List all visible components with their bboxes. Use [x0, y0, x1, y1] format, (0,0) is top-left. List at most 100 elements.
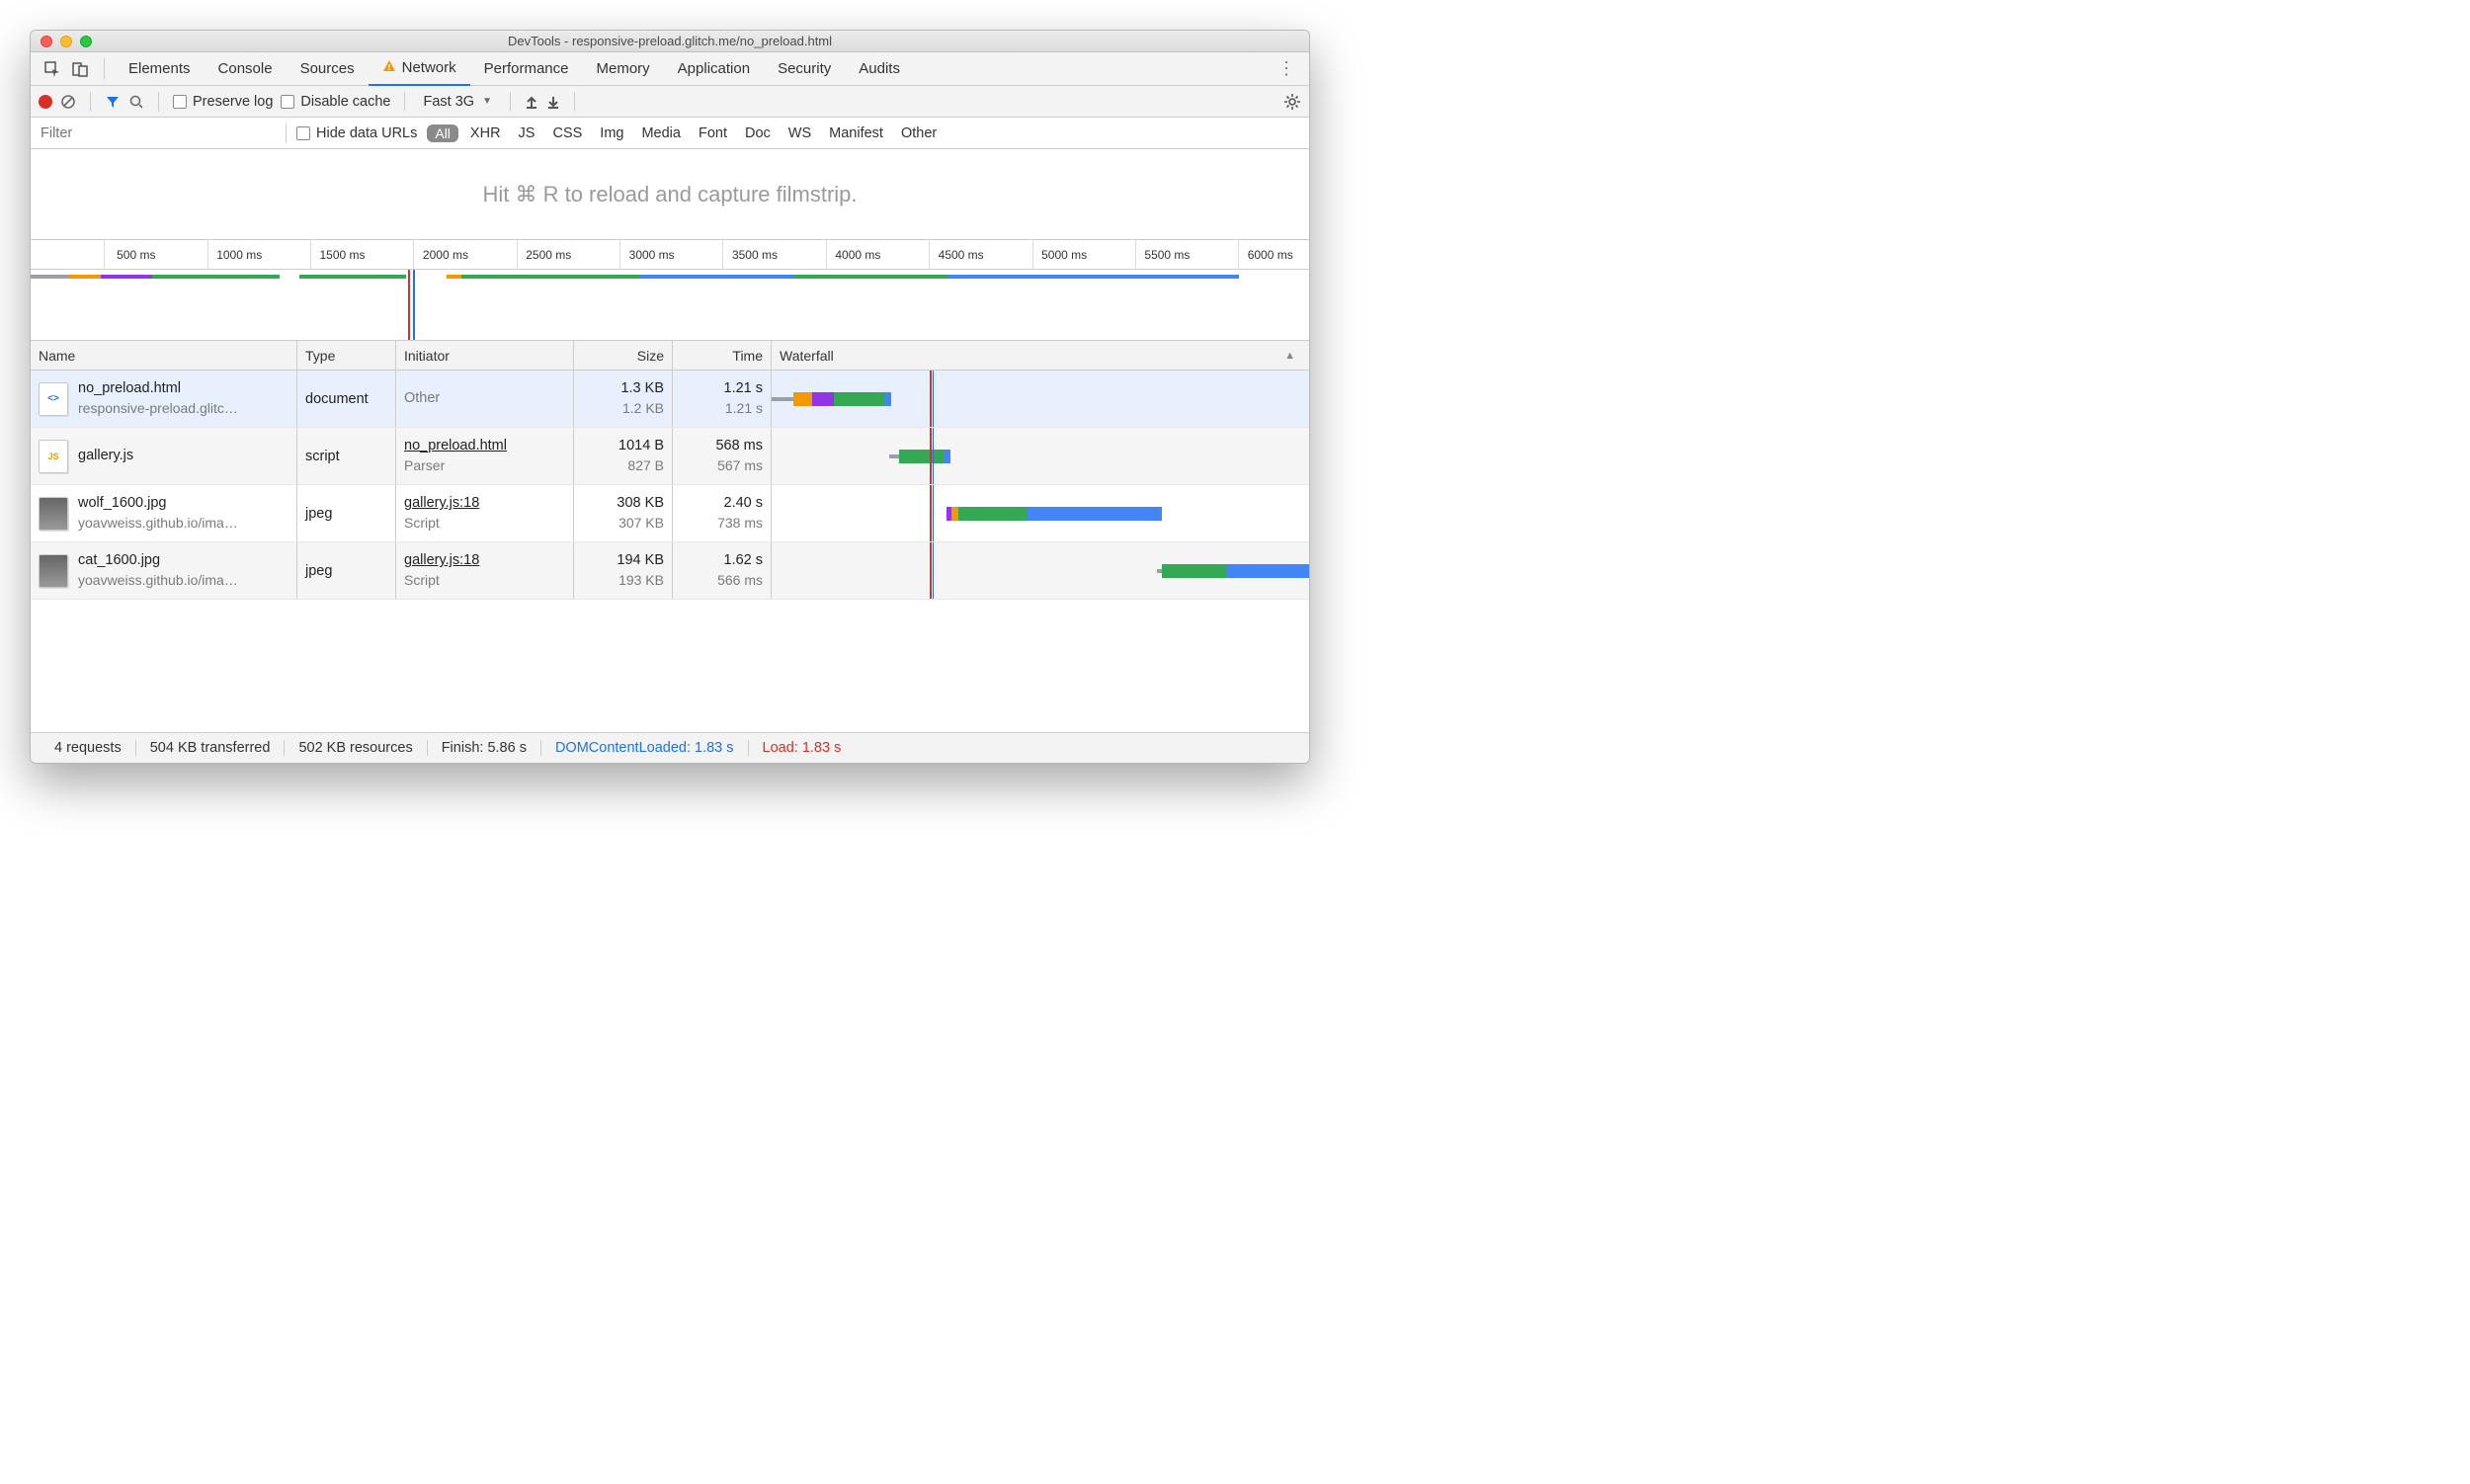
filter-type-doc[interactable]: Doc: [743, 125, 773, 141]
kebab-menu-icon[interactable]: ⋮: [1277, 58, 1295, 79]
col-name[interactable]: Name: [31, 341, 297, 370]
overview-bar: [299, 275, 407, 279]
filter-type-other[interactable]: Other: [899, 125, 939, 141]
filter-input[interactable]: [39, 122, 276, 145]
table-header[interactable]: Name Type Initiator Size Time Waterfall▲: [31, 341, 1309, 371]
cell-initiator[interactable]: no_preload.htmlParser: [396, 428, 574, 484]
tab-memory[interactable]: Memory: [583, 52, 664, 86]
status-transferred: 504 KB transferred: [136, 740, 286, 756]
filmstrip-hint: Hit ⌘ R to reload and capture filmstrip.: [31, 149, 1309, 240]
tab-security[interactable]: Security: [764, 52, 845, 86]
status-dcl: DOMContentLoaded: 1.83 s: [541, 740, 749, 756]
waterfall-segment: [772, 397, 793, 401]
overview-marker: [413, 270, 415, 340]
waterfall-marker: [933, 542, 935, 599]
overview-bar: [794, 275, 947, 279]
overview-tick: 4500 ms: [929, 240, 988, 270]
cell-waterfall: [772, 428, 1309, 484]
waterfall-segment: [945, 450, 949, 463]
waterfall-marker: [933, 428, 935, 484]
search-icon[interactable]: [128, 94, 144, 110]
preserve-log-checkbox[interactable]: Preserve log: [173, 94, 273, 110]
overview-bar: [101, 275, 152, 279]
filter-type-img[interactable]: Img: [598, 125, 625, 141]
cell-initiator[interactable]: gallery.js:18Script: [396, 485, 574, 541]
titlebar: DevTools - responsive-preload.glitch.me/…: [31, 31, 1309, 52]
throttle-select[interactable]: Fast 3G▼: [419, 94, 495, 110]
overview-bar: [447, 275, 462, 279]
filter-type-xhr[interactable]: XHR: [468, 125, 503, 141]
upload-har-icon[interactable]: [525, 95, 538, 109]
waterfall-segment: [951, 507, 958, 521]
filter-type-css[interactable]: CSS: [550, 125, 584, 141]
cell-name[interactable]: cat_1600.jpgyoavweiss.github.io/ima…: [31, 542, 297, 599]
table-row[interactable]: JSgallery.jsscriptno_preload.htmlParser1…: [31, 428, 1309, 485]
waterfall-segment: [812, 392, 834, 406]
table-row[interactable]: <>no_preload.htmlresponsive-preload.glit…: [31, 371, 1309, 428]
table-row[interactable]: cat_1600.jpgyoavweiss.github.io/ima…jpeg…: [31, 542, 1309, 600]
overview-tick: 3500 ms: [722, 240, 782, 270]
filter-type-all[interactable]: All: [427, 124, 458, 142]
waterfall-segment: [834, 392, 885, 406]
filter-type-media[interactable]: Media: [639, 125, 683, 141]
disable-cache-checkbox[interactable]: Disable cache: [281, 94, 390, 110]
tab-console[interactable]: Console: [205, 52, 287, 86]
tab-application[interactable]: Application: [664, 52, 764, 86]
overview-bar: [69, 275, 101, 279]
devtools-window: DevTools - responsive-preload.glitch.me/…: [30, 30, 1310, 764]
cell-type: jpeg: [297, 542, 396, 599]
tab-sources[interactable]: Sources: [287, 52, 369, 86]
waterfall-segment: [899, 450, 945, 463]
window-title: DevTools - responsive-preload.glitch.me/…: [31, 34, 1309, 48]
filter-toggle-icon[interactable]: [105, 94, 121, 110]
hide-data-urls-checkbox[interactable]: Hide data URLs: [296, 125, 417, 141]
device-toggle-icon[interactable]: [68, 57, 92, 81]
col-time[interactable]: Time: [673, 341, 772, 370]
cell-size: 1014 B827 B: [574, 428, 673, 484]
status-bar: 4 requests 504 KB transferred 502 KB res…: [31, 733, 1309, 763]
network-table: Name Type Initiator Size Time Waterfall▲…: [31, 341, 1309, 733]
status-load: Load: 1.83 s: [749, 740, 856, 756]
overview-tick: 2000 ms: [413, 240, 472, 270]
cell-name[interactable]: wolf_1600.jpgyoavweiss.github.io/ima…: [31, 485, 297, 541]
waterfall-segment: [793, 392, 812, 406]
col-initiator[interactable]: Initiator: [396, 341, 574, 370]
cell-time: 2.40 s738 ms: [673, 485, 772, 541]
tab-performance[interactable]: Performance: [470, 52, 583, 86]
waterfall-segment: [1162, 564, 1226, 578]
tab-network[interactable]: Network: [369, 52, 470, 86]
cell-initiator[interactable]: Other: [396, 371, 574, 427]
cell-type: document: [297, 371, 396, 427]
filter-row: Hide data URLs All XHR JS CSS Img Media Font D…: [31, 118, 1309, 149]
filter-type-manifest[interactable]: Manifest: [827, 125, 885, 141]
col-type[interactable]: Type: [297, 341, 396, 370]
status-resources: 502 KB resources: [285, 740, 427, 756]
cell-name[interactable]: JSgallery.js: [31, 428, 297, 484]
record-button[interactable]: [39, 95, 52, 109]
filter-type-font[interactable]: Font: [697, 125, 729, 141]
overview-tick: 6000 ms: [1238, 240, 1297, 270]
col-waterfall[interactable]: Waterfall▲: [772, 341, 1309, 370]
overview-tick: 5000 ms: [1032, 240, 1092, 270]
table-row[interactable]: wolf_1600.jpgyoavweiss.github.io/ima…jpe…: [31, 485, 1309, 542]
overview-timeline[interactable]: 500 ms1000 ms1500 ms2000 ms2500 ms3000 m…: [31, 240, 1309, 341]
cell-waterfall: [772, 485, 1309, 541]
cell-name[interactable]: <>no_preload.htmlresponsive-preload.glit…: [31, 371, 297, 427]
clear-icon[interactable]: [60, 94, 76, 110]
overview-bar: [152, 275, 280, 279]
cell-initiator[interactable]: gallery.js:18Script: [396, 542, 574, 599]
tab-audits[interactable]: Audits: [845, 52, 914, 86]
settings-gear-icon[interactable]: [1283, 93, 1301, 111]
download-har-icon[interactable]: [546, 95, 560, 109]
filter-type-js[interactable]: JS: [517, 125, 537, 141]
tab-elements[interactable]: Elements: [115, 52, 205, 86]
cell-waterfall: [772, 371, 1309, 427]
col-size[interactable]: Size: [574, 341, 673, 370]
inspect-icon[interactable]: [41, 57, 64, 81]
cell-size: 308 KB307 KB: [574, 485, 673, 541]
warning-icon: [382, 59, 396, 77]
filter-type-ws[interactable]: WS: [786, 125, 813, 141]
overview-tick: 500 ms: [104, 240, 163, 270]
annotation-highlight-box: [31, 600, 343, 714]
overview-tick: 1500 ms: [310, 240, 370, 270]
